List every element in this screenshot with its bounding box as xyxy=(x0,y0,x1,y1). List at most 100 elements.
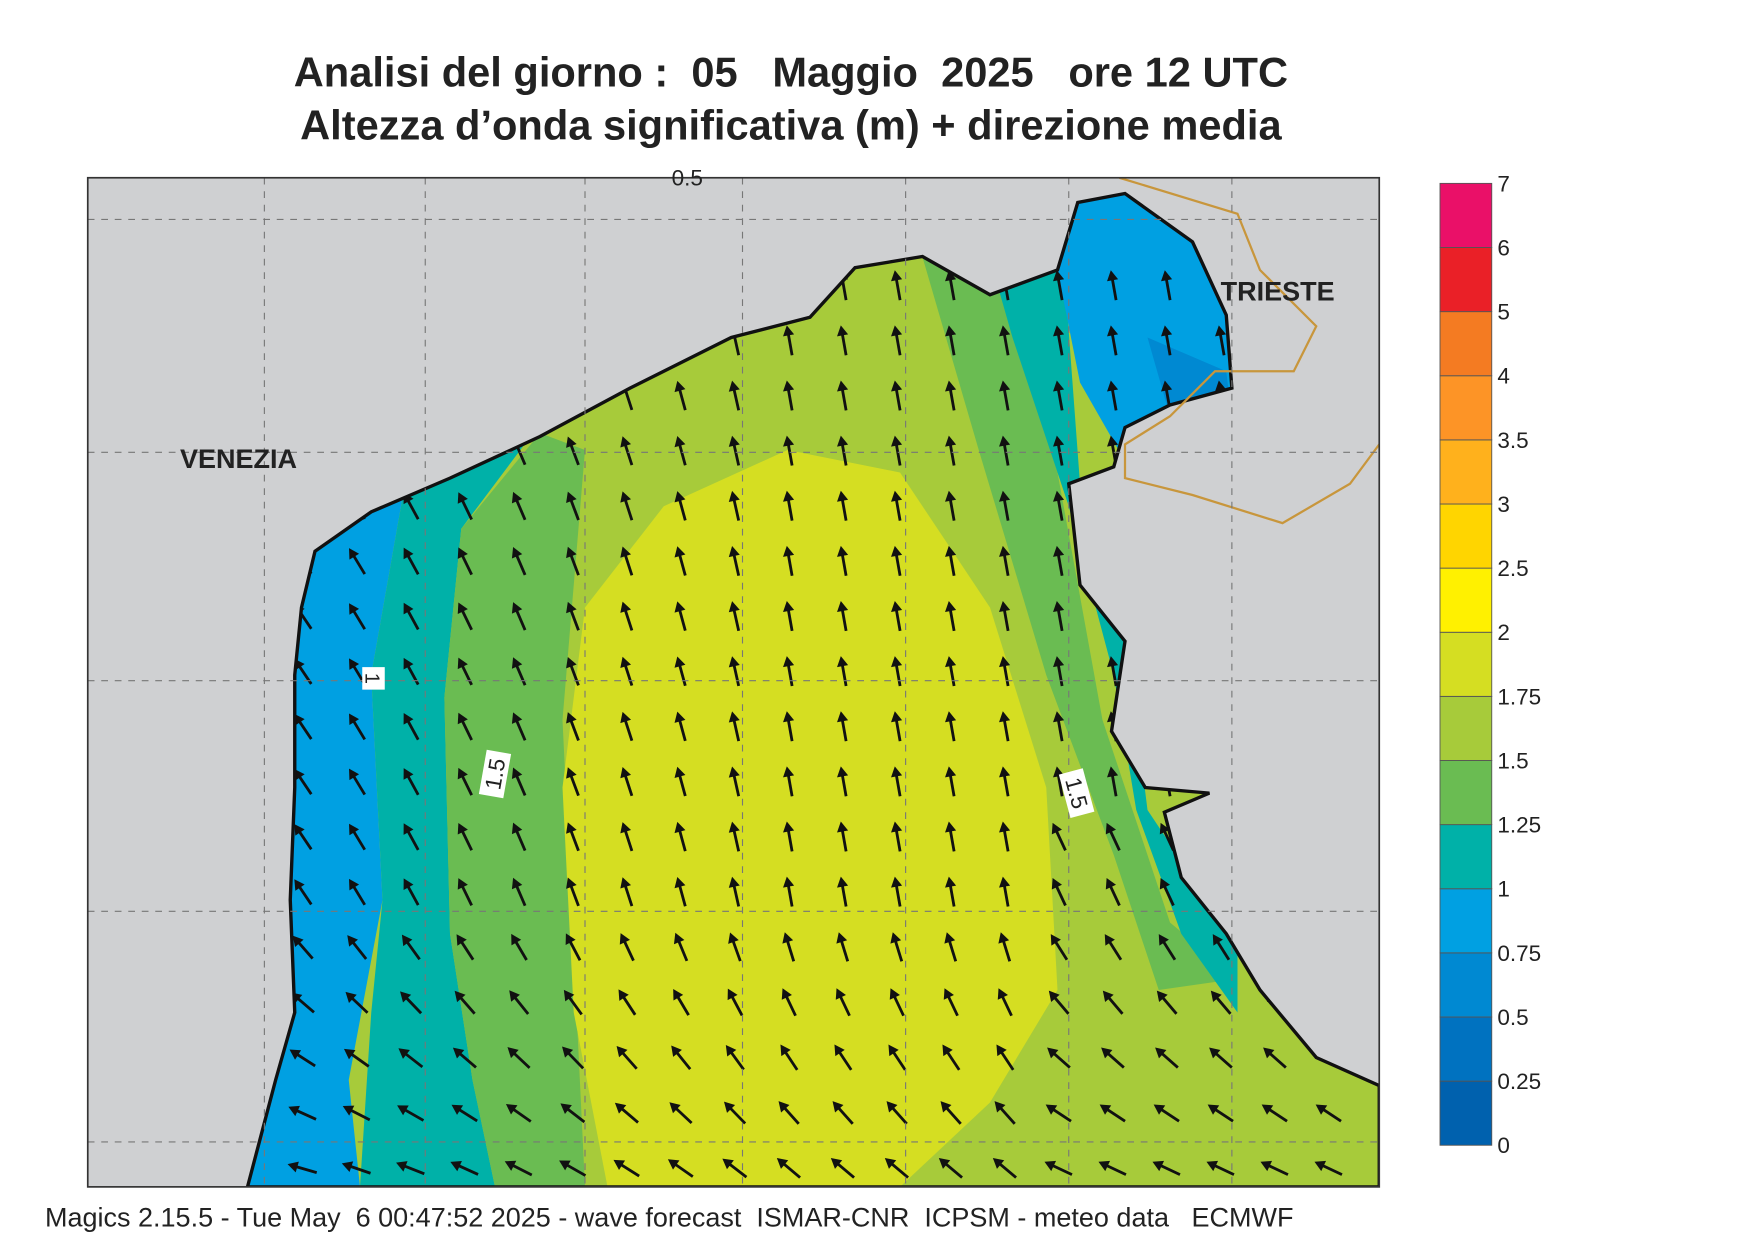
subtitle: Altezza d’onda significativa (m) + direz… xyxy=(300,102,1282,149)
arrow-head xyxy=(783,656,795,668)
arrow-head xyxy=(940,1101,952,1113)
arrow-head xyxy=(566,767,577,779)
arrow-head xyxy=(837,711,849,723)
direction-arrow xyxy=(403,602,420,631)
arrow-head xyxy=(674,601,686,613)
direction-arrow xyxy=(566,877,580,907)
arrow-head xyxy=(343,1048,356,1060)
arrow-head xyxy=(451,1104,464,1115)
direction-arrow xyxy=(511,933,528,961)
colorbar-label: 2 xyxy=(1497,620,1510,645)
arrow-head xyxy=(1161,380,1173,392)
direction-arrow xyxy=(728,821,741,852)
arrow-head xyxy=(1053,380,1065,392)
direction-arrow xyxy=(1314,1160,1343,1176)
arrow-head xyxy=(674,546,686,558)
direction-arrow xyxy=(1161,325,1173,356)
arrow-head xyxy=(674,711,686,723)
colorbar-label: 7 xyxy=(1497,171,1510,196)
arrow-head xyxy=(1047,1047,1059,1059)
direction-arrow xyxy=(294,768,313,795)
direction-arrow xyxy=(560,1103,586,1124)
arrow-head xyxy=(403,602,414,615)
arrow-head xyxy=(890,932,902,944)
direction-arrow xyxy=(511,546,527,576)
arrow-head xyxy=(342,1105,355,1116)
direction-arrow xyxy=(457,602,473,631)
colorbar-label: 2.5 xyxy=(1497,556,1528,581)
direction-arrow xyxy=(1210,990,1232,1015)
arrow-head xyxy=(511,602,523,614)
map-frame xyxy=(86,176,1381,1188)
colorbar-label: 0 xyxy=(1497,1133,1510,1158)
direction-arrow xyxy=(349,603,366,630)
direction-arrow xyxy=(999,325,1011,356)
direction-arrow xyxy=(1107,325,1119,356)
arrow-head xyxy=(566,822,577,834)
arrow-head xyxy=(888,1044,899,1057)
direction-arrow xyxy=(836,932,850,962)
direction-arrow xyxy=(783,821,795,852)
arrow-head xyxy=(837,380,849,392)
direction-arrow xyxy=(451,1104,478,1123)
arrow-head xyxy=(728,821,740,833)
arrow-head xyxy=(837,325,849,337)
direction-arrow xyxy=(1053,490,1065,521)
direction-arrow xyxy=(999,601,1011,632)
direction-arrow xyxy=(1047,1047,1071,1069)
arrow-head xyxy=(620,491,632,503)
arrow-head xyxy=(943,988,954,1000)
direction-arrow xyxy=(1104,934,1123,961)
arrow-head xyxy=(1105,822,1116,835)
direction-arrow xyxy=(783,656,795,687)
arrow-head xyxy=(288,1105,300,1117)
colorbar-bin xyxy=(1439,888,1493,954)
arrow-head xyxy=(620,766,632,779)
arrow-head xyxy=(728,380,740,392)
arrow-head xyxy=(1314,1160,1327,1172)
direction-arrow xyxy=(398,1048,424,1069)
direction-arrow xyxy=(940,1101,962,1125)
direction-arrow xyxy=(725,1044,745,1071)
colorbar-label: 1 xyxy=(1497,877,1510,902)
direction-arrow xyxy=(511,877,527,907)
arrow-head xyxy=(1107,325,1119,337)
direction-arrow xyxy=(728,711,741,742)
arrow-head xyxy=(1107,435,1119,447)
arrow-head xyxy=(565,933,576,946)
direction-arrow xyxy=(945,876,957,907)
arrow-head xyxy=(1215,325,1227,337)
arrow-head xyxy=(889,988,900,1000)
direction-arrow xyxy=(837,656,849,687)
arrow-head xyxy=(1260,1160,1273,1172)
colorbar-bin xyxy=(1439,631,1493,697)
direction-arrow xyxy=(945,380,957,411)
direction-arrow xyxy=(1105,822,1121,851)
arrow-head xyxy=(457,767,468,780)
arrow-head xyxy=(727,988,738,1001)
arrow-head xyxy=(1045,1104,1058,1115)
direction-arrow xyxy=(891,490,903,521)
arrow-head xyxy=(728,656,740,668)
colorbar-label: 1.75 xyxy=(1497,684,1541,709)
arrow-head xyxy=(891,545,903,557)
arrow-head xyxy=(830,1157,843,1169)
arrow-head xyxy=(1053,325,1065,337)
arrow-head xyxy=(999,490,1011,502)
arrow-head xyxy=(891,766,903,778)
arrow-head xyxy=(620,436,632,448)
arrow-head xyxy=(1098,1160,1111,1172)
arrow-head xyxy=(945,490,957,502)
arrow-head xyxy=(1053,490,1065,502)
direction-arrow xyxy=(671,1045,692,1071)
arrow-head xyxy=(614,1102,627,1114)
arrow-head xyxy=(1261,1104,1274,1115)
direction-arrow xyxy=(783,876,795,907)
direction-arrow xyxy=(1053,380,1065,411)
arrow-head xyxy=(835,988,846,1000)
arrow-head xyxy=(944,932,956,944)
direction-arrow xyxy=(999,656,1011,687)
direction-arrow xyxy=(783,711,795,742)
arrow-head xyxy=(999,821,1011,833)
